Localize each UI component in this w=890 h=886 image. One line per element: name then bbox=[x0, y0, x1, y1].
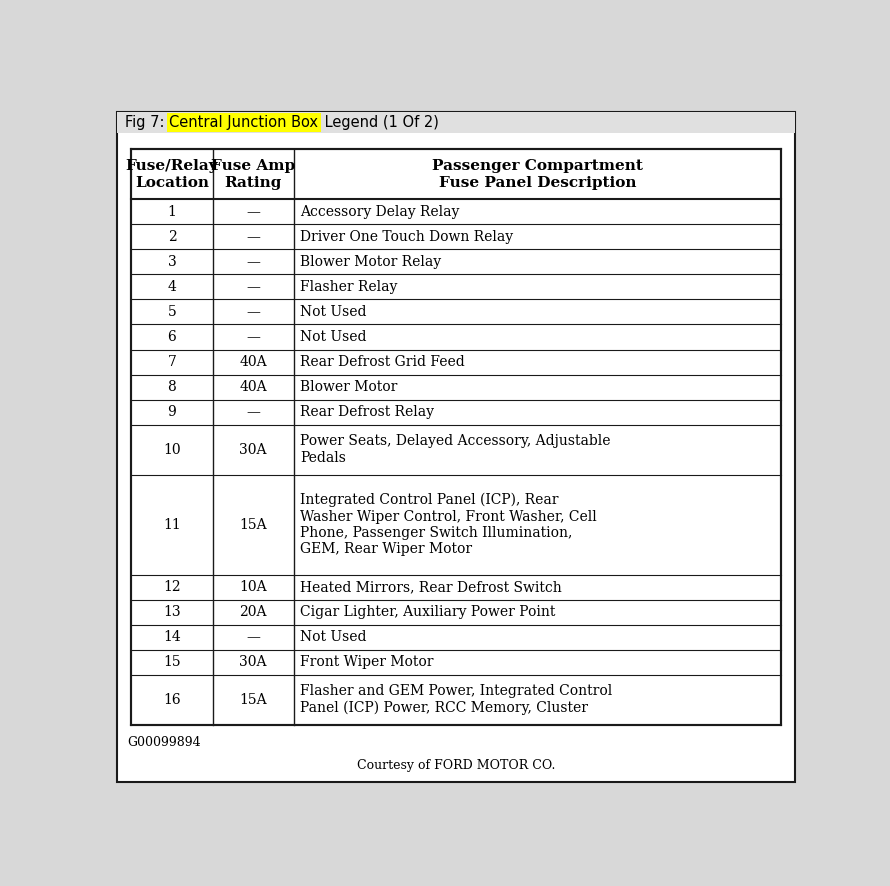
Text: Rear Defrost Relay: Rear Defrost Relay bbox=[300, 405, 434, 419]
Text: —: — bbox=[247, 330, 260, 344]
Text: 30A: 30A bbox=[239, 655, 267, 669]
Text: Flasher Relay: Flasher Relay bbox=[300, 280, 397, 294]
Text: Power Seats, Delayed Accessory, Adjustable
Pedals: Power Seats, Delayed Accessory, Adjustab… bbox=[300, 434, 611, 464]
Bar bbox=[132, 150, 781, 725]
Text: Not Used: Not Used bbox=[300, 630, 367, 644]
Text: Central Junction Box: Central Junction Box bbox=[169, 115, 319, 130]
Text: 12: 12 bbox=[163, 580, 181, 595]
Text: 6: 6 bbox=[167, 330, 176, 344]
Text: Fuse/Relay
Location: Fuse/Relay Location bbox=[125, 159, 218, 190]
Text: —: — bbox=[247, 255, 260, 269]
Text: Fuse Amp
Rating: Fuse Amp Rating bbox=[211, 159, 295, 190]
Text: Not Used: Not Used bbox=[300, 305, 367, 319]
Bar bbox=[117, 113, 795, 133]
Text: Courtesy of FORD MOTOR CO.: Courtesy of FORD MOTOR CO. bbox=[357, 759, 555, 772]
Text: 7: 7 bbox=[167, 355, 176, 369]
Text: 2: 2 bbox=[167, 230, 176, 244]
Text: —: — bbox=[247, 280, 260, 294]
Text: 1: 1 bbox=[167, 205, 176, 219]
Text: 4: 4 bbox=[167, 280, 176, 294]
Text: 10A: 10A bbox=[239, 580, 267, 595]
Text: 40A: 40A bbox=[239, 380, 267, 394]
Text: Flasher and GEM Power, Integrated Control
Panel (ICP) Power, RCC Memory, Cluster: Flasher and GEM Power, Integrated Contro… bbox=[300, 684, 612, 715]
Text: 13: 13 bbox=[163, 605, 181, 619]
Text: Cigar Lighter, Auxiliary Power Point: Cigar Lighter, Auxiliary Power Point bbox=[300, 605, 555, 619]
Text: 20A: 20A bbox=[239, 605, 267, 619]
Text: 15A: 15A bbox=[239, 517, 267, 532]
Text: Blower Motor: Blower Motor bbox=[300, 380, 397, 394]
Text: Not Used: Not Used bbox=[300, 330, 367, 344]
Text: 3: 3 bbox=[167, 255, 176, 269]
Text: 40A: 40A bbox=[239, 355, 267, 369]
Text: —: — bbox=[247, 630, 260, 644]
Text: Rear Defrost Grid Feed: Rear Defrost Grid Feed bbox=[300, 355, 465, 369]
Text: 10: 10 bbox=[163, 442, 181, 456]
Text: —: — bbox=[247, 230, 260, 244]
Text: Fig 7:: Fig 7: bbox=[125, 115, 169, 130]
Text: 30A: 30A bbox=[239, 442, 267, 456]
Text: —: — bbox=[247, 305, 260, 319]
Text: Heated Mirrors, Rear Defrost Switch: Heated Mirrors, Rear Defrost Switch bbox=[300, 580, 562, 595]
Text: 5: 5 bbox=[167, 305, 176, 319]
Text: 15A: 15A bbox=[239, 693, 267, 707]
Text: —: — bbox=[247, 405, 260, 419]
Text: Passenger Compartment
Fuse Panel Description: Passenger Compartment Fuse Panel Descrip… bbox=[432, 159, 643, 190]
Text: Integrated Control Panel (ICP), Rear
Washer Wiper Control, Front Washer, Cell
Ph: Integrated Control Panel (ICP), Rear Was… bbox=[300, 494, 596, 556]
Text: Legend (1 Of 2): Legend (1 Of 2) bbox=[320, 115, 439, 130]
Text: 11: 11 bbox=[163, 517, 181, 532]
Text: Front Wiper Motor: Front Wiper Motor bbox=[300, 655, 433, 669]
Text: 14: 14 bbox=[163, 630, 181, 644]
Text: Driver One Touch Down Relay: Driver One Touch Down Relay bbox=[300, 230, 514, 244]
Text: 15: 15 bbox=[163, 655, 181, 669]
Text: 16: 16 bbox=[163, 693, 181, 707]
Text: Blower Motor Relay: Blower Motor Relay bbox=[300, 255, 441, 269]
Text: 9: 9 bbox=[167, 405, 176, 419]
Text: —: — bbox=[247, 205, 260, 219]
Text: Accessory Delay Relay: Accessory Delay Relay bbox=[300, 205, 459, 219]
Text: G00099894: G00099894 bbox=[126, 736, 200, 749]
Text: 8: 8 bbox=[167, 380, 176, 394]
